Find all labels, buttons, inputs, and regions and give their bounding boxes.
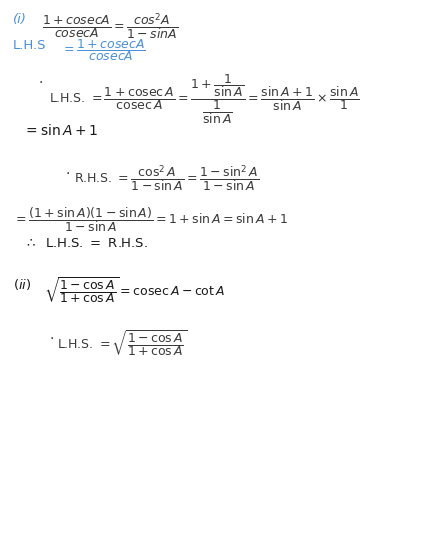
- Text: $\sqrt{\dfrac{1-\cos A}{1+\cos A}} = \mathrm{cosec}\,A - \cot A$: $\sqrt{\dfrac{1-\cos A}{1+\cos A}} = \ma…: [44, 276, 225, 305]
- Text: (i): (i): [13, 13, 27, 26]
- Text: L.H.S. $= \sqrt{\dfrac{1-\cos A}{1+\cos A}}$: L.H.S. $= \sqrt{\dfrac{1-\cos A}{1+\cos …: [57, 328, 187, 358]
- Text: $\cdot$: $\cdot$: [49, 330, 54, 344]
- Text: $(ii)$: $(ii)$: [13, 277, 31, 292]
- Text: $\dfrac{1+cosecA}{cosecA} = \dfrac{cos^2A}{1-sinA}$: $\dfrac{1+cosecA}{cosecA} = \dfrac{cos^2…: [42, 12, 179, 42]
- Text: $= \dfrac{(1+\sin A)(1-\sin A)}{1-\sin A} = 1 + \sin A = \sin A + 1$: $= \dfrac{(1+\sin A)(1-\sin A)}{1-\sin A…: [13, 205, 288, 234]
- Text: $= \sin A + 1$: $= \sin A + 1$: [23, 123, 98, 138]
- Text: $\cdot$: $\cdot$: [65, 165, 70, 179]
- Text: $\cdot$: $\cdot$: [38, 74, 43, 88]
- Text: $\therefore\;$ L.H.S. $=$ R.H.S.: $\therefore\;$ L.H.S. $=$ R.H.S.: [24, 237, 149, 250]
- Text: L.H.S. $= \dfrac{1 + \mathrm{cosec}\,A}{\mathrm{cosec}\,A} = \dfrac{1+\dfrac{1}{: L.H.S. $= \dfrac{1 + \mathrm{cosec}\,A}{…: [49, 72, 359, 126]
- Text: R.H.S. $= \dfrac{\cos^2 A}{1-\sin A} = \dfrac{1-\sin^2 A}{1-\sin A}$: R.H.S. $= \dfrac{\cos^2 A}{1-\sin A} = \…: [74, 163, 259, 194]
- Text: L.H.S: L.H.S: [13, 39, 46, 51]
- Text: $= \dfrac{1+cosecA}{cosecA}$: $= \dfrac{1+cosecA}{cosecA}$: [61, 38, 146, 63]
